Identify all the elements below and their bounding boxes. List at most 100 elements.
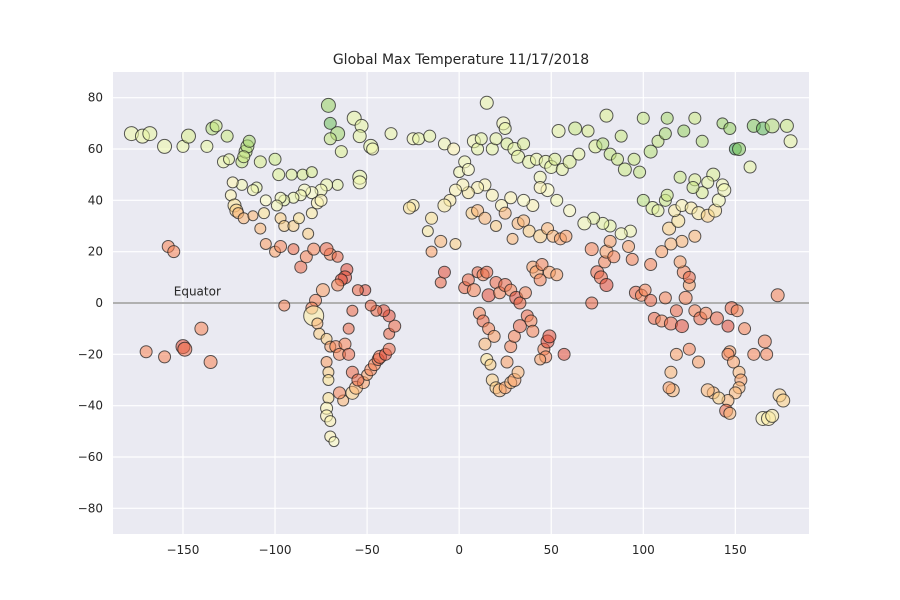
data-point <box>757 334 772 349</box>
data-point <box>664 365 678 379</box>
data-point <box>388 319 402 333</box>
data-point <box>675 234 689 248</box>
data-point <box>730 304 744 318</box>
data-point <box>765 408 780 423</box>
data-point <box>559 229 573 243</box>
data-point <box>302 227 315 240</box>
data-point <box>712 391 726 405</box>
data-point <box>268 152 282 166</box>
x-tick-label: −150 <box>166 543 199 557</box>
data-point <box>423 129 437 143</box>
data-point <box>581 124 595 138</box>
data-point <box>513 296 527 310</box>
data-point <box>253 155 267 169</box>
x-tick-label: 150 <box>724 543 747 557</box>
data-point <box>481 288 496 303</box>
data-point <box>721 319 735 333</box>
data-point <box>738 322 752 336</box>
data-point <box>617 162 632 177</box>
data-point <box>489 220 502 232</box>
data-point <box>557 347 571 361</box>
data-point <box>596 137 610 151</box>
data-point <box>447 142 461 156</box>
data-point <box>272 168 286 182</box>
y-tick-label: −60 <box>78 450 103 464</box>
y-tick-label: 0 <box>95 296 103 310</box>
data-point <box>194 321 209 336</box>
data-point <box>498 206 512 220</box>
data-point <box>342 347 356 361</box>
data-point <box>384 127 398 141</box>
data-point <box>437 198 452 213</box>
data-point <box>200 139 214 153</box>
data-point <box>352 175 367 190</box>
data-point <box>307 242 321 256</box>
data-point <box>669 304 683 318</box>
data-point <box>259 194 272 207</box>
data-point <box>662 221 677 236</box>
data-point <box>673 170 687 184</box>
x-tick-labels: −150 −100 −50 0 50 100 150 <box>166 543 746 557</box>
data-point <box>518 286 532 300</box>
data-point <box>779 118 794 133</box>
data-point <box>226 176 239 189</box>
data-point <box>743 160 757 174</box>
data-point <box>489 132 503 146</box>
data-point <box>142 126 158 142</box>
chart-title: Global Max Temperature 11/17/2018 <box>333 52 589 68</box>
data-point <box>655 245 669 259</box>
data-point <box>425 211 439 225</box>
data-point <box>498 121 512 135</box>
data-point <box>512 319 527 334</box>
data-point <box>764 118 780 134</box>
data-point <box>568 121 583 136</box>
data-point <box>551 124 566 139</box>
data-point <box>660 188 674 202</box>
data-point <box>437 265 451 279</box>
data-point <box>425 245 438 258</box>
data-point <box>157 138 173 154</box>
data-point <box>247 210 259 222</box>
data-point <box>638 283 652 297</box>
data-point <box>625 252 639 266</box>
data-point <box>485 188 499 202</box>
data-point <box>701 175 715 189</box>
data-point <box>203 355 218 370</box>
data-point <box>534 353 547 366</box>
data-point <box>448 183 462 197</box>
data-point <box>209 119 223 133</box>
data-point <box>517 214 531 228</box>
data-point <box>366 142 380 156</box>
equator-label: Equator <box>174 284 221 298</box>
data-point <box>526 324 540 338</box>
data-point <box>643 144 658 159</box>
data-point <box>700 383 715 398</box>
data-point <box>644 293 658 307</box>
data-point <box>678 290 693 305</box>
data-point <box>517 193 531 207</box>
data-point <box>487 329 501 343</box>
data-point <box>220 129 234 143</box>
data-point <box>636 193 650 207</box>
data-point <box>550 193 564 207</box>
data-point <box>246 184 259 197</box>
data-point <box>323 116 337 130</box>
data-point <box>331 278 345 292</box>
data-point <box>421 225 434 238</box>
data-point <box>402 201 416 215</box>
data-point <box>180 128 196 144</box>
data-point <box>315 283 330 298</box>
data-point <box>484 358 497 371</box>
y-tick-label: 80 <box>88 91 103 105</box>
data-point <box>614 227 628 241</box>
data-point <box>259 237 272 250</box>
data-point <box>167 245 181 259</box>
data-point <box>500 355 514 369</box>
data-point <box>461 163 475 177</box>
data-point <box>237 212 250 225</box>
data-point <box>254 222 267 235</box>
data-point <box>478 337 492 351</box>
data-point <box>603 234 617 248</box>
data-point <box>351 373 365 387</box>
